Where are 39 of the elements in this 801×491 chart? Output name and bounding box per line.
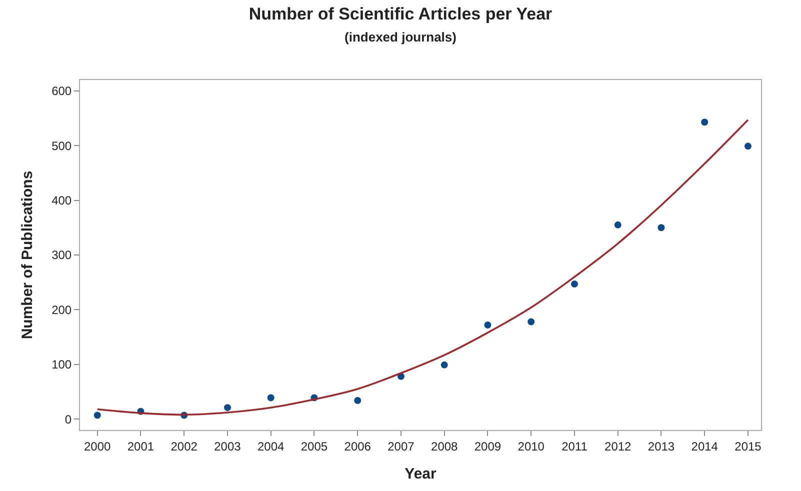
x-tick-label: 2007: [388, 439, 415, 454]
x-tick-label: 2002: [170, 439, 198, 454]
x-tick-label: 2001: [127, 439, 154, 454]
x-tick-label: 2000: [84, 439, 112, 454]
point: [94, 412, 101, 419]
x-tick-label: 2005: [300, 439, 328, 454]
y-tick-label: 200: [52, 302, 72, 317]
x-axis-title: Year: [404, 465, 437, 482]
x-tick-label: 2006: [344, 439, 372, 454]
point: [744, 142, 752, 150]
y-tick-label: 500: [52, 138, 72, 153]
x-tick-label: 2011: [562, 439, 588, 454]
y-tick-label: 400: [52, 194, 72, 208]
chart-title: Number of Scientific Articles per Year: [248, 4, 553, 24]
point: [484, 322, 492, 328]
y-tick-label: 100: [52, 358, 72, 372]
y-tick-label: 300: [52, 248, 72, 262]
chart-subtitle: (indexed journals): [344, 30, 456, 45]
x-tick-label: 2004: [258, 439, 285, 454]
point: [354, 396, 362, 404]
x-tick-label: 2014: [691, 439, 718, 454]
x-tick-label: 2013: [648, 439, 675, 454]
x-tick-label: 2009: [474, 439, 502, 454]
x-tick-label: 2008: [431, 439, 458, 454]
point: [614, 221, 622, 228]
y-tick-label: 600: [52, 84, 72, 98]
y-axis-title: Number of Publications: [18, 170, 36, 340]
point: [267, 394, 274, 402]
point: [570, 280, 578, 288]
point: [224, 404, 231, 412]
x-tick-label: 2010: [518, 439, 545, 454]
y-tick-label: 0: [64, 412, 72, 426]
point: [658, 224, 665, 232]
x-tick-label: 2003: [214, 439, 242, 454]
x-tick-label: 2012: [604, 439, 632, 454]
point: [528, 318, 535, 326]
x-tick-label: 2015: [734, 439, 762, 454]
point: [701, 118, 708, 126]
point: [440, 361, 448, 368]
